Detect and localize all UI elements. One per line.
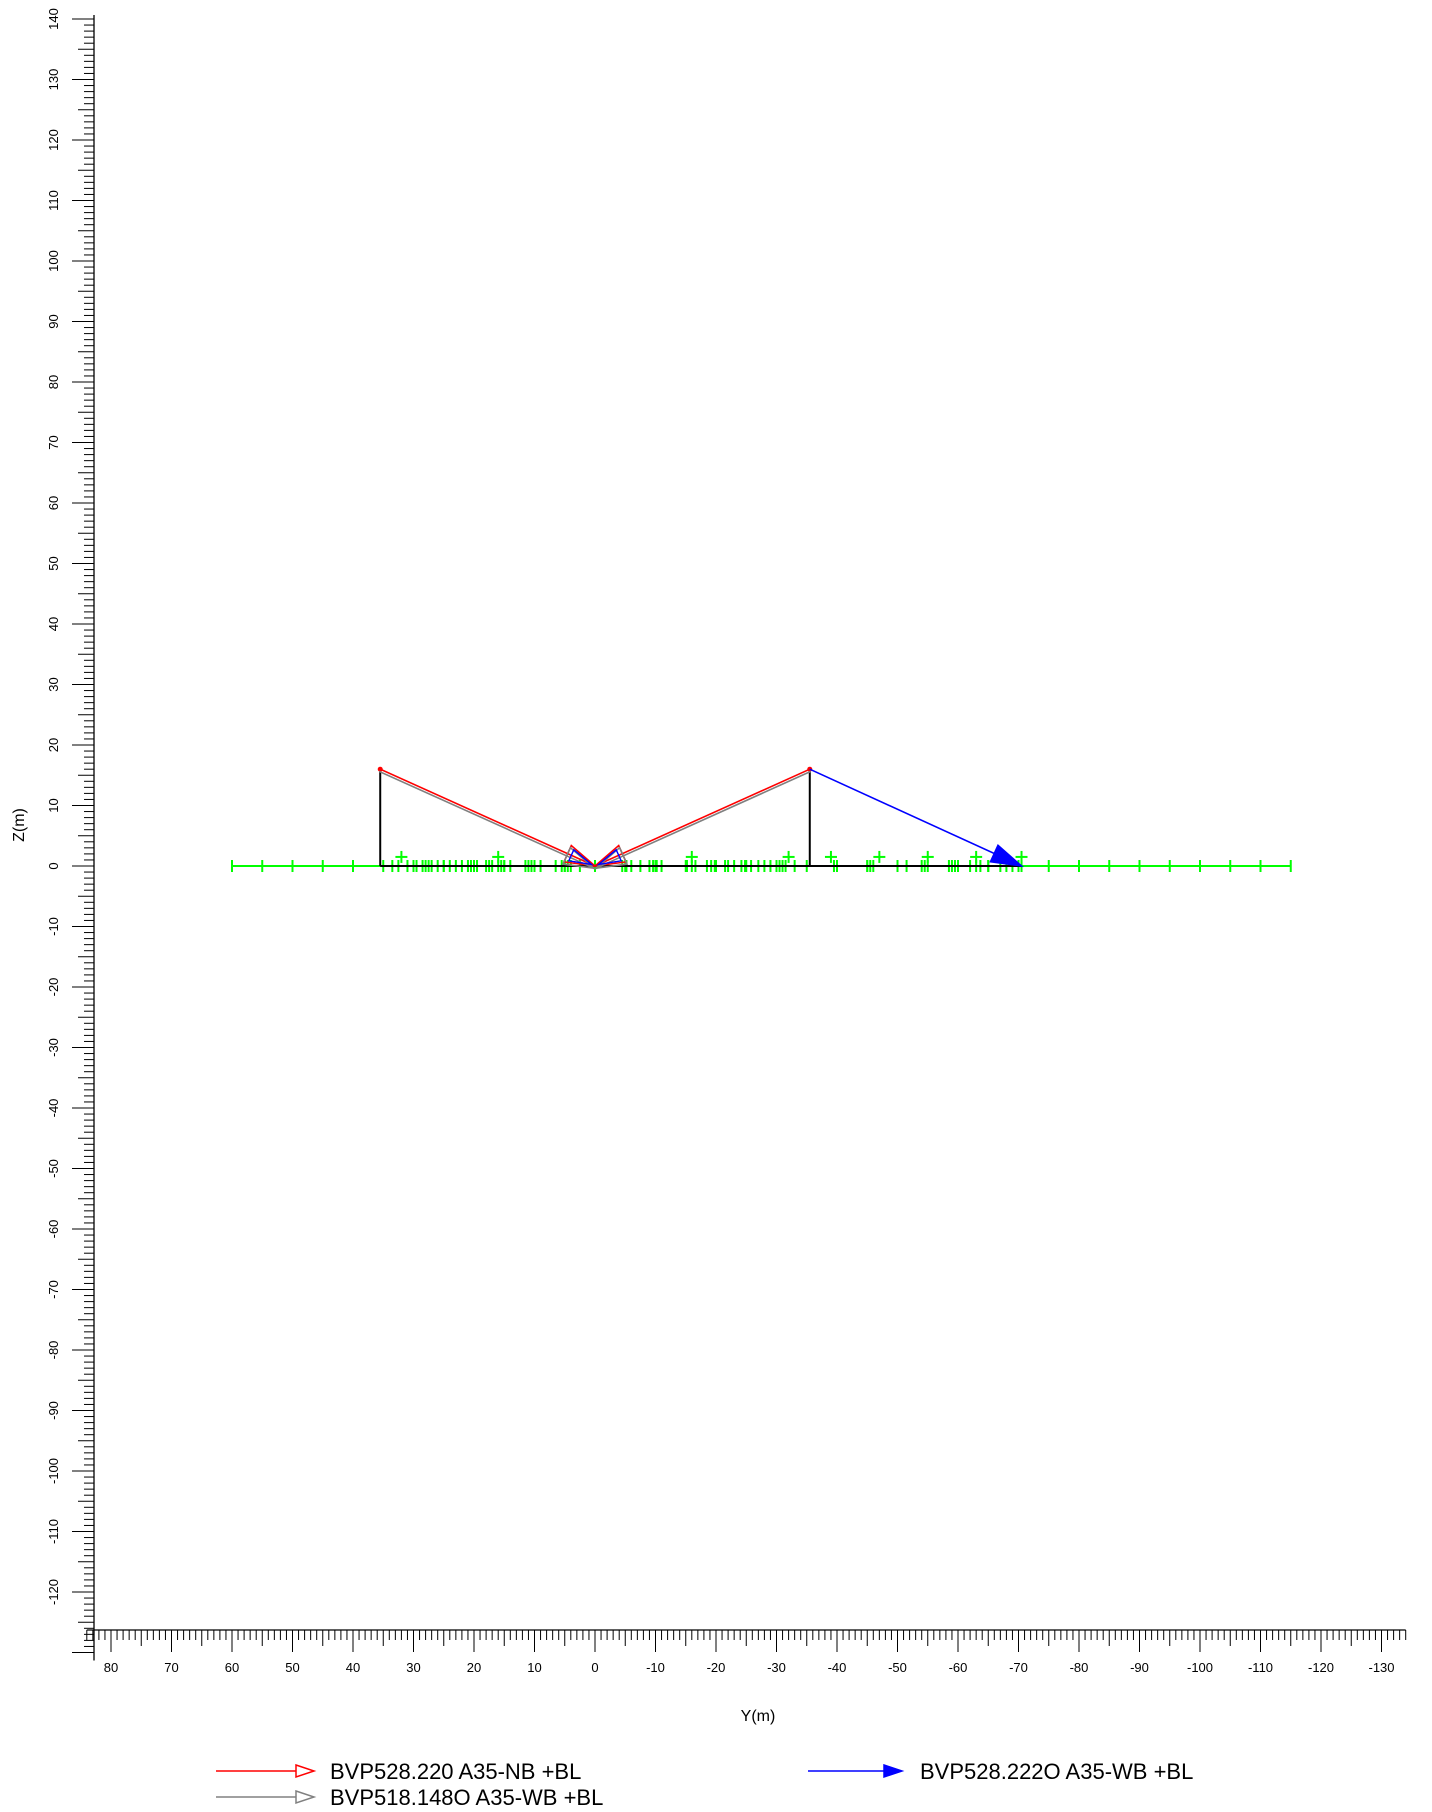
z-tick-label: -40 <box>46 1099 61 1118</box>
y-tick-label: -120 <box>1308 1660 1334 1675</box>
z-tick-label: -70 <box>46 1280 61 1299</box>
y-tick-label: 60 <box>225 1660 239 1675</box>
ray-gray <box>378 770 595 869</box>
z-tick-label: -80 <box>46 1341 61 1360</box>
y-tick-label: 20 <box>467 1660 481 1675</box>
ray-gray <box>595 770 812 869</box>
z-tick-label: -110 <box>46 1519 61 1544</box>
y-tick-label: 40 <box>346 1660 360 1675</box>
z-tick-label: 50 <box>46 556 61 570</box>
z-tick-label: 80 <box>46 375 61 389</box>
y-tick-label: -90 <box>1130 1660 1149 1675</box>
y-tick-label: 80 <box>104 1660 118 1675</box>
z-tick-label: 120 <box>46 129 61 151</box>
y-tick-label: -130 <box>1368 1660 1394 1675</box>
z-axis-title: Z(m) <box>11 808 28 842</box>
y-tick-label: -60 <box>949 1660 968 1675</box>
z-tick-label: 20 <box>46 738 61 752</box>
z-tick-label: 30 <box>46 677 61 691</box>
y-axis-title: Y(m) <box>741 1708 776 1725</box>
z-tick-label: -100 <box>46 1458 61 1484</box>
ray-gray-head <box>593 846 629 870</box>
structure-layer <box>377 766 1022 867</box>
z-tick-label: -20 <box>46 978 61 997</box>
y-tick-label: -20 <box>707 1660 726 1675</box>
z-tick-label: 40 <box>46 617 61 631</box>
z-tick-label: 140 <box>46 8 61 30</box>
z-tick-label: -10 <box>46 917 61 936</box>
y-tick-label: 0 <box>591 1660 598 1675</box>
y-tick-label: -50 <box>888 1660 907 1675</box>
ray-layer <box>378 768 1025 870</box>
legend-item-gray: BVP518.148O A35-WB +BL <box>216 1785 603 1810</box>
legend: BVP528.220 A35-NB +BL BVP528.222O A35-WB… <box>216 1759 1193 1810</box>
y-tick-label: 50 <box>285 1660 299 1675</box>
y-tick-label: 70 <box>164 1660 178 1675</box>
y-tick-label: 30 <box>406 1660 420 1675</box>
z-tick-label: -30 <box>46 1038 61 1057</box>
z-tick-label: 60 <box>46 496 61 510</box>
z-tick-label: 100 <box>46 250 61 272</box>
z-tick-label: 90 <box>46 314 61 328</box>
ray-blue-head <box>989 843 1025 868</box>
y-tick-label: -40 <box>828 1660 847 1675</box>
ray-red <box>379 768 596 867</box>
y-tick-label: 10 <box>527 1660 541 1675</box>
ray-head-blue-small <box>567 848 594 866</box>
legend-label-gray: BVP518.148O A35-WB +BL <box>330 1785 603 1810</box>
legend-label-blue: BVP528.222O A35-WB +BL <box>920 1759 1193 1784</box>
ray-red <box>594 768 811 867</box>
y-tick-label: -80 <box>1070 1660 1089 1675</box>
y-tick-label: -70 <box>1009 1660 1028 1675</box>
z-tick-label: -120 <box>46 1579 61 1605</box>
axes-layer: 1401301201101009080706050403020100-10-20… <box>46 8 1407 1675</box>
y-tick-label: -30 <box>767 1660 786 1675</box>
z-tick-label: -60 <box>46 1220 61 1239</box>
y-tick-label: -100 <box>1187 1660 1213 1675</box>
ground-layer <box>231 850 1292 872</box>
y-tick-label: -10 <box>646 1660 665 1675</box>
z-tick-label: 70 <box>46 435 61 449</box>
ray-head-blue-small <box>596 848 623 866</box>
z-tick-label: -90 <box>46 1401 61 1420</box>
legend-label-red: BVP528.220 A35-NB +BL <box>330 1759 581 1784</box>
z-tick-label: 10 <box>46 798 61 812</box>
z-tick-label: 0 <box>46 862 61 869</box>
ray-blue <box>809 768 1022 867</box>
z-tick-label: -50 <box>46 1159 61 1178</box>
legend-item-blue: BVP528.222O A35-WB +BL <box>808 1759 1193 1784</box>
ray-gray-head <box>561 846 597 870</box>
y-tick-label: -110 <box>1248 1660 1273 1675</box>
legend-item-red: BVP528.220 A35-NB +BL <box>216 1759 581 1784</box>
z-tick-label: 130 <box>46 69 61 91</box>
z-tick-label: 110 <box>46 190 61 211</box>
